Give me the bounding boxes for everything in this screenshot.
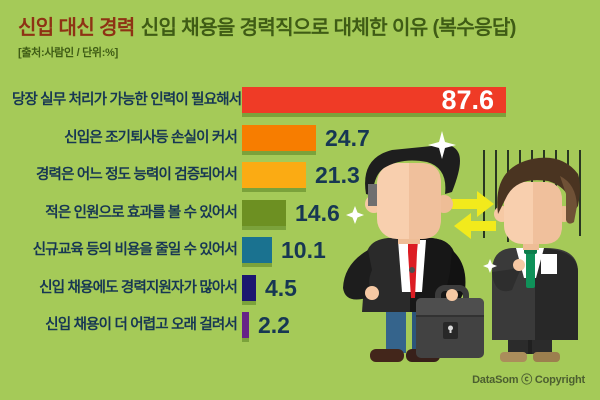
bar-label: 적은 인원으로 효과를 볼 수 있어서 (45, 204, 238, 221)
bar-value: 2.2 (258, 312, 290, 338)
junior-businessman (492, 157, 580, 362)
bar-chart: 당장 실무 처리가 가능한 인력이 필요해서 87.6 신입은 조기퇴사등 손실… (12, 87, 506, 350)
bar-row: 당장 실무 처리가 가능한 인력이 필요해서 87.6 (12, 87, 506, 117)
title-rest: 신입 채용을 경력직으로 대체한 이유 (복수응답) (140, 17, 517, 39)
bar-value: 10.1 (281, 237, 326, 263)
bar: 4.5 (242, 274, 297, 301)
senior-hand (365, 286, 379, 300)
page-title: 신입 대신 경력 신입 채용을 경력직으로 대체한 이유 (복수응답) (18, 11, 516, 40)
bar-label: 신입 채용이 더 어렵고 오래 걸려서 (45, 317, 238, 333)
junior-shoe (533, 352, 560, 362)
briefcase-icon (416, 285, 484, 358)
bar-row: 신입 채용에도 경력지원자가 많아서 4.5 (12, 274, 506, 305)
junior-hair (497, 157, 580, 214)
bar-value: 87.6 (441, 85, 494, 115)
junior-shoe (500, 352, 527, 362)
bar-value: 24.7 (325, 124, 370, 151)
bar-shadow (242, 225, 286, 230)
bar-area: 10.1 (242, 237, 326, 267)
bar-shadow (242, 113, 506, 117)
senior-businessman (343, 144, 484, 362)
bar-area: 87.6 (242, 87, 506, 117)
bar-shadow (242, 300, 256, 305)
businessmen-illustration (343, 131, 581, 362)
bar-row: 신입 채용이 더 어렵고 오래 걸려서 2.2 (12, 312, 506, 342)
bar-label: 당장 실무 처리가 가능한 인력이 필요해서 (12, 92, 242, 108)
sparkle-icon (346, 131, 497, 273)
bar-area: 21.3 (242, 162, 360, 192)
bar-shadow (242, 188, 306, 192)
bar-value: 14.6 (295, 199, 340, 226)
bar-row: 신입은 조기퇴사등 손실이 커서 24.7 (12, 124, 506, 155)
bar: 10.1 (242, 237, 326, 263)
junior-hand (513, 259, 525, 271)
bar-shadow (242, 338, 249, 342)
senior-shoe (370, 349, 404, 362)
copyright-note: DataSom ⓒ Copyright (472, 374, 585, 386)
bar-value: 4.5 (265, 274, 297, 301)
title-highlight: 신입 대신 경력 (18, 17, 135, 39)
bar: 24.7 (242, 124, 370, 151)
bar: 14.6 (242, 199, 340, 226)
bar: 87.6 (242, 85, 506, 115)
bar-row: 경력은 어느 정도 능력이 검증되어서 21.3 (12, 162, 506, 192)
bar-label: 경력은 어느 정도 능력이 검증되어서 (35, 167, 238, 183)
pocket-badge (541, 254, 557, 274)
bar-row: 적은 인원으로 효과를 볼 수 있어서 14.6 (12, 199, 506, 230)
junior-tie (526, 252, 535, 288)
bar-area: 4.5 (242, 274, 297, 305)
bar-area: 2.2 (242, 312, 290, 342)
bar-label: 신규교육 등의 비용을 줄일 수 있어서 (32, 242, 238, 258)
bar-area: 24.7 (242, 124, 370, 155)
exchange-arrows-icon (452, 191, 496, 239)
suit-button (409, 267, 415, 273)
bar-label: 신입은 조기퇴사등 손실이 커서 (64, 129, 238, 146)
bar: 21.3 (242, 162, 360, 188)
senior-hair (365, 144, 460, 196)
source-unit-note: [출처:사람인 / 단위:%] (18, 47, 118, 59)
bar-value: 21.3 (315, 162, 360, 188)
header: 신입 대신 경력 신입 채용을 경력직으로 대체한 이유 (복수응답) [출처:사… (18, 11, 516, 60)
bar-shadow (242, 150, 316, 155)
bar-shadow (242, 263, 272, 267)
bar-label: 신입 채용에도 경력지원자가 많아서 (39, 279, 238, 296)
gray-sideburn (368, 184, 377, 206)
bar-row: 신규교육 등의 비용을 줄일 수 있어서 10.1 (12, 237, 506, 267)
bar: 2.2 (242, 312, 290, 338)
bar-area: 14.6 (242, 199, 340, 230)
